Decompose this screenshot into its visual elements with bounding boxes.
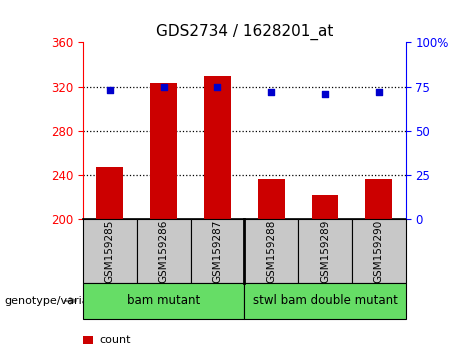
Text: genotype/variation: genotype/variation [5, 296, 111, 306]
Text: GSM159287: GSM159287 [213, 219, 223, 283]
Text: stwl bam double mutant: stwl bam double mutant [253, 295, 397, 307]
Text: count: count [99, 335, 130, 345]
Text: bam mutant: bam mutant [127, 295, 200, 307]
Text: GSM159286: GSM159286 [159, 219, 169, 283]
Point [267, 89, 275, 95]
Text: GSM159285: GSM159285 [105, 219, 115, 283]
Bar [150, 84, 177, 219]
Bar [96, 167, 123, 219]
Bar [312, 195, 338, 219]
Bar [258, 178, 284, 219]
Text: GSM159288: GSM159288 [266, 219, 276, 283]
Point [160, 84, 167, 90]
Point [375, 89, 383, 95]
Text: GSM159289: GSM159289 [320, 219, 330, 283]
Point [214, 84, 221, 90]
Text: GSM159290: GSM159290 [374, 220, 384, 283]
Point [321, 91, 329, 97]
Title: GDS2734 / 1628201_at: GDS2734 / 1628201_at [156, 23, 333, 40]
Point [106, 87, 113, 93]
Bar [204, 76, 231, 219]
Bar [365, 178, 392, 219]
